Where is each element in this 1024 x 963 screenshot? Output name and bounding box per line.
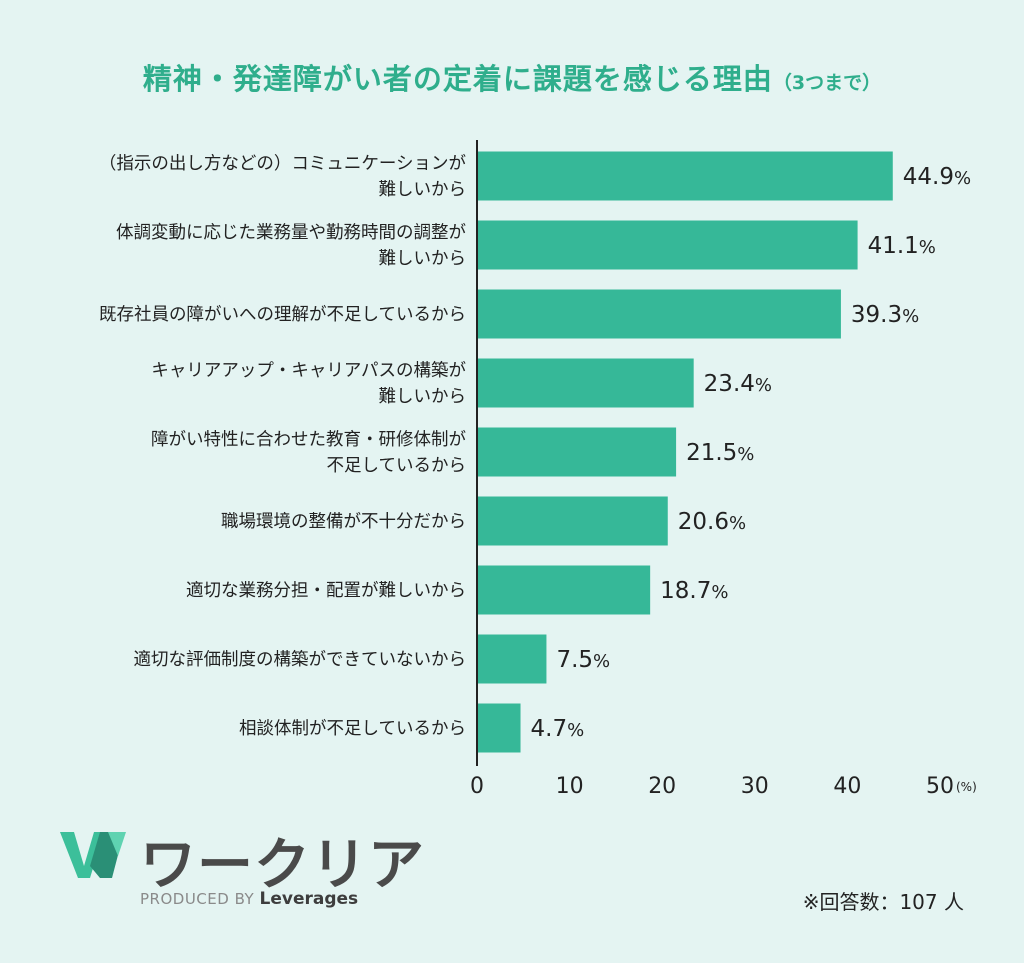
company-name: Leverages — [259, 889, 359, 909]
bar-6 — [477, 565, 651, 615]
x-axis-unit-label: (%) — [956, 780, 977, 794]
chart-subtitle: （3つまで） — [772, 72, 882, 94]
bar-2 — [477, 289, 841, 339]
chart-title-main: 精神・発達障がい者の定着に課題を感じる理由 — [142, 62, 773, 96]
category-label-8: 相談体制が不足しているから — [239, 719, 466, 739]
value-label-6: 18.7% — [660, 578, 728, 604]
category-label-5: 職場環境の整備が不十分だから — [221, 512, 466, 532]
x-tick-label-0: 0 — [470, 774, 484, 799]
bar-5 — [477, 496, 668, 546]
value-label-1: 41.1% — [868, 233, 936, 259]
value-label-3: 23.4% — [704, 371, 772, 397]
category-label-3: キャリアアップ・キャリアパスの構築が難しいから — [151, 361, 466, 407]
value-label-4: 21.5% — [686, 440, 754, 466]
produced-by-label: PRODUCED BY — [140, 890, 255, 908]
bar-7 — [477, 634, 547, 684]
category-label-0: （指示の出し方などの）コミュニケーションが難しいから — [99, 154, 467, 200]
category-label-4: 障がい特性に合わせた教育・研修体制が不足しているから — [151, 430, 466, 476]
category-label-2: 既存社員の障がいへの理解が不足しているから — [99, 305, 466, 325]
value-label-0: 44.9% — [903, 164, 971, 190]
bar-0 — [477, 151, 893, 201]
value-label-5: 20.6% — [678, 509, 746, 535]
x-tick-label-1: 10 — [556, 774, 584, 799]
x-tick-label-4: 40 — [833, 774, 861, 799]
x-axis-ticks: 0 10 20 30 40 50 (%) — [470, 774, 977, 799]
category-label-6: 適切な業務分担・配置が難しいから — [186, 581, 466, 601]
bar-chart: 44.9% （指示の出し方などの）コミュニケーションが難しいから 41.1% 体調変動… — [99, 140, 977, 799]
produced-by: PRODUCED BY Leverages — [140, 889, 358, 909]
w-logo-icon — [60, 832, 126, 878]
value-label-7: 7.5% — [556, 647, 610, 673]
chart-title: 精神・発達障がい者の定着に課題を感じる理由（3つまで） — [0, 56, 1024, 98]
bar-8 — [477, 703, 521, 753]
bar-3 — [477, 358, 694, 408]
category-label-7: 適切な評価制度の構築ができていないから — [134, 650, 467, 670]
brand-logo: ワークリア PRODUCED BY Leverages — [60, 826, 424, 909]
x-tick-label-5: 50 — [926, 774, 954, 799]
value-label-2: 39.3% — [851, 302, 919, 328]
respondent-count-note: ※回答数：107 人 — [802, 890, 964, 914]
bar-4 — [477, 427, 677, 477]
bar-1 — [477, 220, 858, 270]
bars-group: 44.9% （指示の出し方などの）コミュニケーションが難しいから 41.1% 体調変動… — [99, 151, 971, 753]
category-label-1: 体調変動に応じた業務量や勤務時間の調整が難しいから — [116, 223, 466, 269]
brand-name: ワークリア — [140, 833, 425, 898]
x-tick-label-2: 20 — [648, 774, 676, 799]
x-tick-label-3: 30 — [741, 774, 769, 799]
value-label-8: 4.7% — [531, 716, 585, 742]
